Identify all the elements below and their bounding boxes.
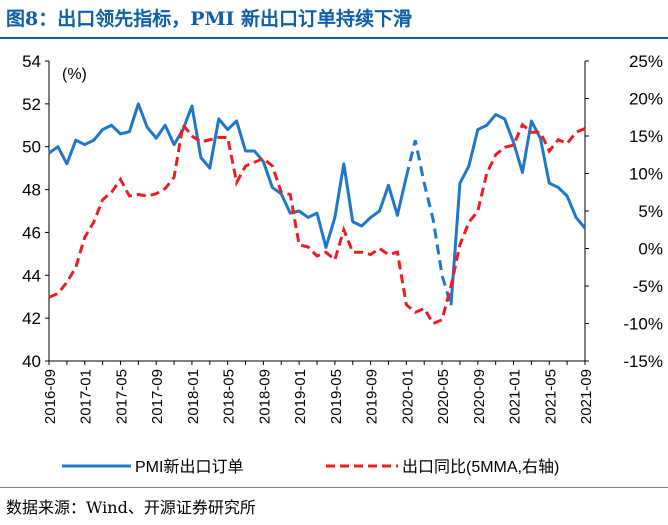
right-tick-label: 5% — [638, 202, 663, 221]
bottom-rule — [0, 487, 668, 488]
right-tick-label: 20% — [629, 90, 663, 109]
pmi-line-solid-pre — [48, 102, 408, 249]
x-tick-label: 2020-01 — [399, 369, 416, 424]
x-tick-label: 2019-01 — [292, 369, 309, 424]
legend-label-export: 出口同比(5MMA,右轴) — [402, 458, 559, 476]
right-tick-label: -15% — [623, 352, 663, 371]
x-tick-label: 2019-09 — [364, 369, 381, 424]
source-note: 数据来源：Wind、开源证券研究所 — [6, 498, 256, 517]
x-tick-label: 2020-05 — [435, 369, 452, 424]
right-tick-label: -10% — [623, 315, 663, 334]
right-tick-label: 10% — [629, 165, 663, 184]
x-tick-label: 2018-01 — [185, 369, 202, 424]
x-tick-label: 2017-05 — [113, 369, 130, 424]
left-tick-label: 40 — [22, 352, 41, 371]
right-tick-label: 0% — [638, 240, 663, 259]
left-tick-label: 44 — [22, 266, 41, 285]
x-tick-label: 2020-09 — [471, 369, 488, 424]
left-tick-label: 50 — [22, 138, 41, 157]
figure-title: 图8：出口领先指标，PMI 新出口订单持续下滑 — [6, 8, 413, 30]
x-tick-label: 2021-09 — [578, 369, 595, 424]
x-tick-label: 2018-09 — [256, 369, 273, 424]
x-tick-label: 2017-09 — [149, 369, 166, 424]
x-tick-label: 2019-05 — [328, 369, 345, 424]
right-tick-label: -5% — [633, 277, 663, 296]
left-tick-label: 46 — [22, 223, 41, 242]
export-yoy-line — [48, 121, 586, 326]
x-tick-label: 2018-05 — [221, 369, 238, 424]
right-tick-label: 25% — [629, 52, 663, 71]
left-tick-label: 42 — [22, 309, 41, 328]
x-tick-label: 2016-09 — [42, 369, 59, 424]
pmi-line-dashed — [404, 139, 453, 306]
title-rule — [0, 37, 668, 39]
left-tick-label: 48 — [22, 181, 41, 200]
x-tick-label: 2017-01 — [78, 369, 95, 424]
legend-label-pmi: PMI新出口订单 — [135, 458, 243, 476]
right-tick-label: 15% — [629, 127, 663, 146]
x-tick-label: 2021-01 — [507, 369, 524, 424]
pmi-line-solid-post — [449, 113, 587, 306]
left-tick-label: 52 — [22, 95, 41, 114]
x-tick-label: 2021-05 — [542, 369, 559, 424]
left-tick-label: 54 — [22, 52, 41, 71]
left-unit-label: (%) — [62, 66, 87, 83]
